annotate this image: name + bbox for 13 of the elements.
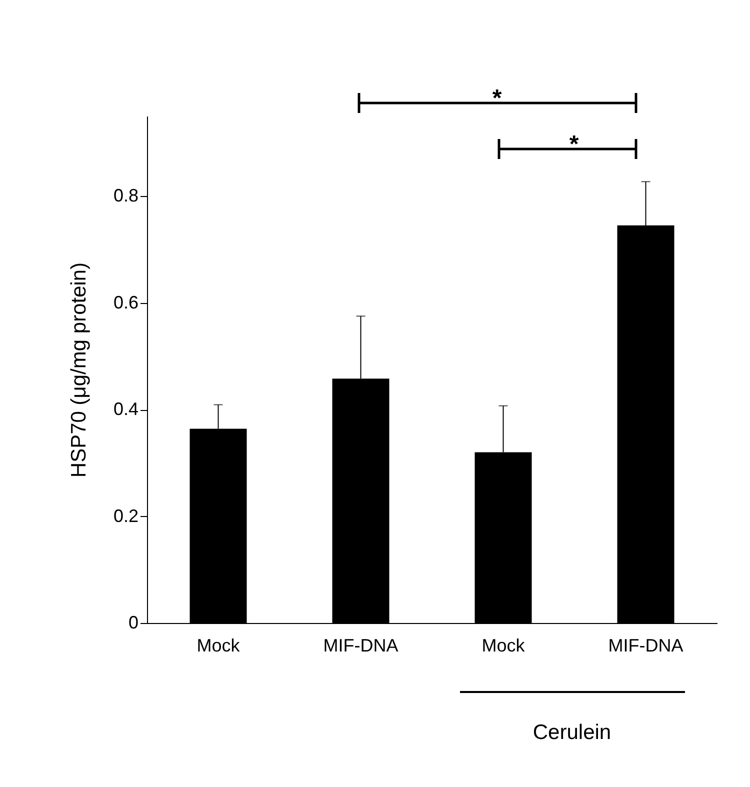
y-tick-label: 0.6 bbox=[113, 292, 138, 312]
x-tick-label: Mock bbox=[482, 636, 526, 656]
y-tick-label: 0.2 bbox=[113, 506, 138, 526]
annotation: * bbox=[569, 131, 580, 158]
x-tick-label: MIF-DNA bbox=[608, 636, 684, 656]
x-tick-label: MIF-DNA bbox=[323, 636, 398, 656]
y-axis-title: HSP70 (μg/mg protein) bbox=[67, 262, 90, 478]
y-tick-label: 0 bbox=[128, 612, 138, 632]
x-tick-label: Mock bbox=[196, 636, 241, 656]
text: Cerulein bbox=[532, 721, 612, 744]
text: * bbox=[492, 85, 502, 112]
y-tick-label: 0.8 bbox=[113, 186, 138, 206]
y-tick-label: 0.4 bbox=[113, 399, 138, 420]
